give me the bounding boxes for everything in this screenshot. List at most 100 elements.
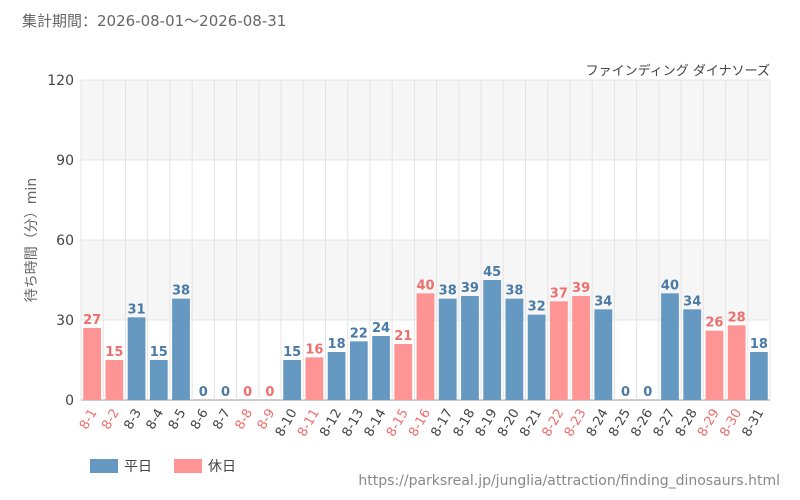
x-tick-label: 8-31 xyxy=(740,407,768,440)
x-tick-label: 8-13 xyxy=(340,407,368,440)
x-tick-label: 8-6 xyxy=(188,407,212,433)
bar-value-label: 15 xyxy=(105,345,123,360)
bar xyxy=(372,336,390,400)
y-tick-label: 60 xyxy=(56,233,74,249)
bar xyxy=(83,328,102,400)
bar-value-label: 34 xyxy=(683,294,701,309)
bar xyxy=(149,360,168,400)
x-tick-label: 8-25 xyxy=(606,407,634,440)
bar-value-label: 40 xyxy=(661,278,679,293)
x-tick-label: 8-23 xyxy=(562,407,590,440)
bar xyxy=(483,280,502,400)
x-tick-label: 8-7 xyxy=(210,407,234,433)
x-tick-label: 8-12 xyxy=(317,407,345,440)
x-tick-label: 8-11 xyxy=(295,407,323,440)
x-axis-ticks: 8-18-28-38-48-58-68-78-88-98-108-118-128… xyxy=(77,407,767,440)
bar xyxy=(283,360,302,400)
bar-value-label: 18 xyxy=(328,337,346,352)
bar xyxy=(549,301,568,400)
bar-value-label: 15 xyxy=(283,345,301,360)
bar-value-label: 32 xyxy=(528,300,546,315)
bar xyxy=(461,296,479,400)
x-tick-label: 8-24 xyxy=(584,407,612,440)
x-tick-label: 8-19 xyxy=(473,407,501,440)
bar-value-label: 27 xyxy=(83,313,101,328)
bar-value-label: 31 xyxy=(128,302,146,317)
bar-value-label: 34 xyxy=(594,294,612,309)
legend-item-holiday: 休日 xyxy=(174,456,236,476)
bar-value-label: 18 xyxy=(750,337,768,352)
x-tick-label: 8-8 xyxy=(233,407,257,433)
x-tick-label: 8-30 xyxy=(717,407,745,440)
bars xyxy=(83,280,768,400)
bar-value-label: 38 xyxy=(172,284,190,299)
bar xyxy=(594,309,613,400)
plot-background-bands xyxy=(81,80,770,400)
x-tick-label: 8-17 xyxy=(428,407,456,440)
plot-band xyxy=(81,160,770,240)
bar-value-label: 21 xyxy=(394,329,412,344)
bar-value-label: 0 xyxy=(243,385,252,400)
x-tick-label: 8-29 xyxy=(695,407,723,440)
bar xyxy=(727,325,746,400)
x-tick-label: 8-16 xyxy=(406,407,434,440)
y-axis-label: 待ち時間（分）min xyxy=(24,178,40,302)
bar-value-label: 45 xyxy=(483,265,501,280)
bar xyxy=(527,314,546,400)
bar xyxy=(661,293,679,400)
y-axis-ticks: 0 30 60 90 120 xyxy=(47,73,74,409)
x-tick-label: 8-22 xyxy=(540,407,568,440)
bar xyxy=(394,344,413,400)
legend-label-holiday: 休日 xyxy=(208,459,236,475)
x-tick-label: 8-18 xyxy=(451,407,479,440)
bar-value-label: 22 xyxy=(350,326,368,341)
plot-band xyxy=(81,80,770,160)
bar-value-label: 0 xyxy=(643,385,652,400)
x-tick-label: 8-3 xyxy=(121,407,145,433)
bar-value-label: 38 xyxy=(439,284,457,299)
y-tick-label: 120 xyxy=(47,73,74,89)
x-tick-label: 8-28 xyxy=(673,407,701,440)
bar xyxy=(505,298,524,400)
y-tick-label: 90 xyxy=(56,153,74,169)
x-tick-label: 8-15 xyxy=(384,407,412,440)
legend-item-weekday: 平日 xyxy=(90,456,152,476)
legend-swatch-holiday xyxy=(174,459,202,473)
y-tick-label: 0 xyxy=(65,393,74,409)
bar xyxy=(172,298,190,400)
bar-value-label: 39 xyxy=(461,281,479,296)
bar-value-label: 0 xyxy=(265,385,274,400)
collection-period-text: 集計期間：2026-08-01〜2026-08-31 xyxy=(22,12,287,30)
x-tick-label: 8-2 xyxy=(99,407,123,433)
bar xyxy=(572,296,590,400)
bar-value-label: 28 xyxy=(728,310,746,325)
source-url: https://parksreal.jp/junglia/attraction/… xyxy=(358,473,780,489)
bar-value-label: 39 xyxy=(572,281,590,296)
legend: 平日 休日 xyxy=(90,456,258,476)
bar-value-label: 16 xyxy=(305,342,323,357)
bar-value-label: 0 xyxy=(621,385,630,400)
x-tick-label: 8-21 xyxy=(517,407,545,440)
x-tick-label: 8-27 xyxy=(651,407,679,440)
bar xyxy=(683,309,702,400)
x-tick-label: 8-10 xyxy=(273,407,301,440)
bar xyxy=(749,352,768,400)
bar-value-label: 24 xyxy=(372,321,390,336)
bar xyxy=(305,357,324,400)
bar xyxy=(705,330,724,400)
bar-value-label: 0 xyxy=(221,385,230,400)
x-tick-label: 8-14 xyxy=(362,407,390,440)
bar-value-label: 40 xyxy=(416,278,434,293)
legend-label-weekday: 平日 xyxy=(124,459,152,475)
bar xyxy=(416,293,435,400)
bar xyxy=(327,352,346,400)
x-tick-label: 8-1 xyxy=(77,407,101,433)
y-tick-label: 30 xyxy=(56,313,74,329)
bar-value-label: 15 xyxy=(150,345,168,360)
x-tick-label: 8-5 xyxy=(166,407,190,433)
bar xyxy=(349,341,368,400)
bar-value-label: 26 xyxy=(705,316,723,331)
bar xyxy=(127,317,146,400)
